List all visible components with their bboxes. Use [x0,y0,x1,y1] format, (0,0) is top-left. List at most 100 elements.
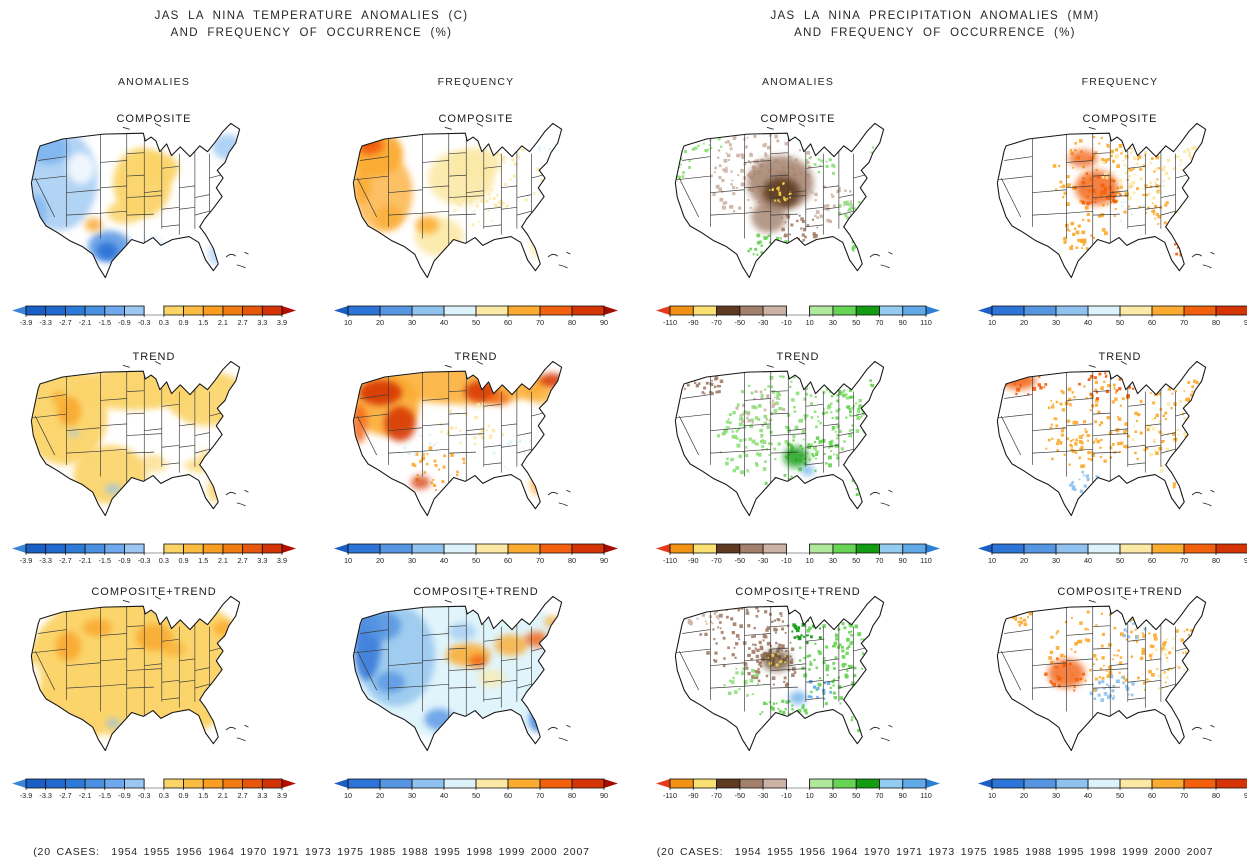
svg-text:20: 20 [1020,791,1028,800]
svg-text:-2.1: -2.1 [79,556,92,565]
map-cell-temp-anomalies-composite: COMPOSITE -3.9 -3.3 -2.7 -2.1 -1.5 -0.9 -0.3 0.… [8,100,300,329]
map-label: TREND [1098,351,1142,363]
svg-text:70: 70 [875,791,883,800]
svg-text:2.7: 2.7 [238,556,248,565]
svg-text:-0.3: -0.3 [138,556,151,565]
svg-text:30: 30 [829,318,837,327]
svg-text:90: 90 [899,318,907,327]
svg-text:2.7: 2.7 [238,318,248,327]
svg-text:-2.7: -2.7 [59,556,72,565]
svg-text:70: 70 [536,791,544,800]
map-cell-precip-frequency-trend: TREND 10 20 30 40 50 60 70 80 90 [974,338,1247,567]
svg-text:80: 80 [568,556,576,565]
us-map-canvas [8,100,300,300]
map-cell-precip-frequency-composite-trend: COMPOSITE+TREND 10 20 30 40 50 60 70 80 90 [974,573,1247,802]
us-map-canvas [652,338,944,538]
us-map-canvas [330,100,622,300]
colorbar-frequency: 10 20 30 40 50 60 70 80 90 [975,303,1247,329]
svg-text:80: 80 [1212,791,1220,800]
column-header-precip-anomalies: ANOMALIES [761,76,835,88]
svg-text:10: 10 [988,318,996,327]
svg-text:20: 20 [1020,318,1028,327]
svg-text:-3.3: -3.3 [39,791,52,800]
svg-text:70: 70 [875,556,883,565]
svg-text:10: 10 [344,791,352,800]
svg-text:50: 50 [472,556,480,565]
svg-text:30: 30 [408,318,416,327]
svg-text:10: 10 [988,556,996,565]
svg-text:-0.3: -0.3 [138,791,151,800]
svg-text:50: 50 [472,318,480,327]
column-header-temp-anomalies: ANOMALIES [117,76,191,88]
svg-text:2.1: 2.1 [218,556,228,565]
us-map-canvas [974,573,1247,773]
temperature-cases-caption: (20 CASES: 1954 1955 1956 1964 1970 1971… [0,810,623,861]
svg-text:70: 70 [536,556,544,565]
svg-text:40: 40 [440,791,448,800]
svg-text:0.3: 0.3 [159,791,169,800]
map-cell-precip-anomalies-composite: COMPOSITE -110 -90 -70 -50 -30 -10 10 30 50 70 90 1… [652,100,944,329]
svg-text:-2.1: -2.1 [79,318,92,327]
svg-text:90: 90 [600,791,608,800]
svg-text:30: 30 [829,556,837,565]
svg-text:90: 90 [1244,556,1247,565]
colorbar-precip-anomaly: -110 -90 -70 -50 -30 -10 10 30 50 70 90 110 [653,303,943,329]
svg-text:30: 30 [1052,556,1060,565]
svg-text:-1.5: -1.5 [98,556,111,565]
us-map-canvas [8,573,300,773]
svg-text:10: 10 [988,791,996,800]
svg-text:-0.9: -0.9 [118,318,131,327]
svg-text:-3.9: -3.9 [20,556,33,565]
svg-text:50: 50 [1116,556,1124,565]
svg-text:-90: -90 [688,318,699,327]
svg-text:10: 10 [344,318,352,327]
svg-text:30: 30 [829,791,837,800]
colorbar-precip-anomaly: -110 -90 -70 -50 -30 -10 10 30 50 70 90 110 [653,776,943,802]
precipitation-cases-caption: (20 CASES: 1954 1955 1956 1964 1970 1971… [623,810,1247,861]
us-map-canvas [8,338,300,538]
map-label: COMPOSITE+TREND [413,586,539,598]
svg-text:40: 40 [1084,791,1092,800]
svg-text:-30: -30 [758,791,769,800]
svg-text:-70: -70 [711,791,722,800]
svg-text:0.3: 0.3 [159,318,169,327]
map-label: COMPOSITE [438,113,514,125]
svg-text:3.3: 3.3 [257,318,267,327]
svg-text:3.9: 3.9 [277,791,287,800]
svg-text:10: 10 [344,556,352,565]
map-cell-temp-anomalies-trend: TREND -3.9 -3.3 -2.7 -2.1 -1.5 -0.9 -0.3 0.3 0.9… [8,338,300,567]
svg-text:10: 10 [806,791,814,800]
map-cell-temp-anomalies-composite-trend: COMPOSITE+TREND -3.9 -3.3 -2.7 -2.1 -1.5 -0.9… [8,573,300,802]
svg-text:-10: -10 [781,318,792,327]
svg-text:50: 50 [852,556,860,565]
svg-text:-70: -70 [711,318,722,327]
svg-text:-0.9: -0.9 [118,556,131,565]
svg-text:-10: -10 [781,791,792,800]
column-header-temp-frequency: FREQUENCY [437,76,515,88]
svg-text:-90: -90 [688,791,699,800]
svg-text:90: 90 [899,556,907,565]
temperature-title-line1: JAS LA NINA TEMPERATURE ANOMALIES (C) [154,10,469,22]
us-map-canvas [974,338,1247,538]
svg-text:-30: -30 [758,318,769,327]
us-map-canvas [330,573,622,773]
svg-text:2.1: 2.1 [218,791,228,800]
svg-text:50: 50 [472,791,480,800]
svg-text:40: 40 [1084,556,1092,565]
svg-text:20: 20 [376,791,384,800]
svg-text:90: 90 [899,791,907,800]
svg-text:-3.3: -3.3 [39,318,52,327]
svg-text:30: 30 [408,556,416,565]
svg-text:110: 110 [920,556,932,565]
svg-text:-3.9: -3.9 [20,318,33,327]
svg-text:30: 30 [1052,791,1060,800]
temperature-title-line2: AND FREQUENCY OF OCCURRENCE (%) [170,27,453,39]
us-map-canvas [652,573,944,773]
svg-text:-110: -110 [663,791,677,800]
svg-text:-50: -50 [735,318,746,327]
svg-text:40: 40 [1084,318,1092,327]
svg-text:-110: -110 [663,318,677,327]
column-header-precip-frequency: FREQUENCY [1081,76,1159,88]
cases-line1: (20 CASES: 1954 1955 1956 1964 1970 1971… [656,846,1214,858]
map-cell-temp-frequency-composite-trend: COMPOSITE+TREND 10 20 30 40 50 60 70 80 90 [330,573,622,802]
